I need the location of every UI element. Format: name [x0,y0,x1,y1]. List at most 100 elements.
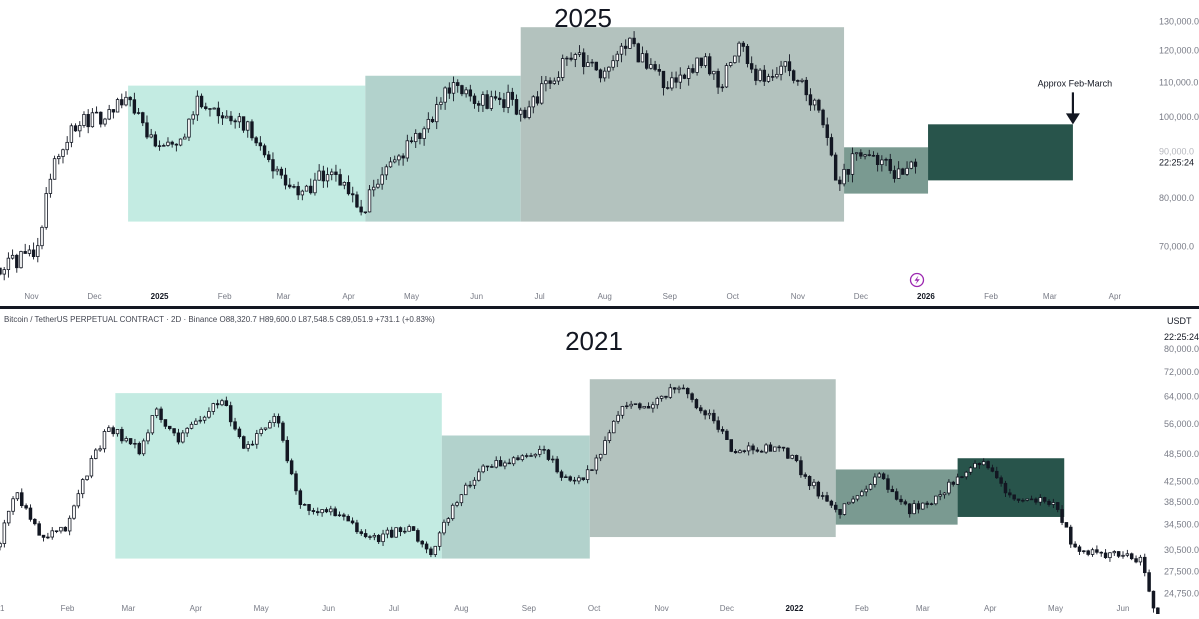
candle-body-down [338,174,342,186]
candle-242 [1047,499,1051,507]
candle-body-down [777,446,781,449]
candle-51 [215,399,220,409]
candle-body-up [1021,499,1025,502]
candle-body-down [685,387,690,395]
candle-127 [546,448,551,462]
candle-body-up [46,536,50,539]
candle-body-down [846,168,850,175]
candle-148 [638,402,642,411]
x-tick-label: Jun [322,604,335,613]
candle-202 [842,163,846,187]
candle-59 [241,116,246,133]
candle-113 [485,465,490,472]
candle-body-down [468,484,472,487]
candle-14 [54,530,59,534]
candle-212 [884,157,888,167]
candle-body-down [794,454,799,462]
candle-10 [36,237,40,263]
candle-52 [220,398,224,407]
candle-body-up [1082,550,1086,553]
candle-169 [703,53,708,68]
candle-body-down [346,515,350,522]
candle-27 [107,104,111,121]
lightning-icon[interactable] [909,272,925,288]
candle-89 [381,529,385,546]
candle-76 [313,172,317,196]
candle-48 [202,415,207,424]
candle-body-down [493,96,498,99]
candle-body-up [61,149,65,157]
candle-body-up [552,80,557,84]
candle-body-up [642,406,646,409]
candle-131 [564,474,568,478]
candle-body-up [225,115,229,119]
candle-73 [311,507,316,515]
candle-body-down [262,145,267,156]
candle-body-down [468,89,473,97]
bottom-chart-title: 2021 [565,326,623,356]
candle-body-up [842,168,846,185]
candle-235 [1016,498,1021,503]
y-tick-label: 42,500.0 [1164,476,1199,486]
candle-31 [128,438,133,445]
candle-body-up [150,415,155,434]
candle-73 [300,189,305,201]
candle-193 [833,501,838,513]
candle-body-down [741,42,745,47]
candle-body-down [754,68,758,81]
candle-body-up [194,420,198,425]
candle-89 [367,185,372,213]
candle-198 [825,117,829,146]
candle-body-up [611,60,615,68]
y-tick-label: 38,500.0 [1164,497,1199,507]
candle-27 [111,425,115,437]
candle-42 [170,140,174,148]
x-tick-label: Mar [916,604,930,613]
candle-body-up [728,62,733,66]
candle-body-up [598,453,603,459]
candle-body-up [211,403,216,412]
candle-body-up [973,463,977,469]
x-tick-label: Feb [984,292,998,301]
candle-body-up [459,494,464,504]
candle-body-down [572,479,577,482]
candle-body-down [368,536,372,538]
candle-body-up [564,476,568,478]
candle-body-up [52,158,57,180]
candle-body-down [132,99,137,114]
candle-79 [325,167,330,188]
candle-180 [777,445,781,452]
candle-43 [181,430,185,444]
candle-98 [405,134,410,162]
candle-174 [724,63,729,89]
candle-171 [712,70,716,80]
candle-55 [233,417,237,431]
candle-body-down [1134,558,1138,563]
candle-body-up [585,469,590,480]
candle-body-up [463,484,468,496]
candle-210 [907,503,912,518]
candle-body-down [376,535,381,543]
candle-body-down [664,395,668,398]
candle-63 [258,136,263,151]
candle-105 [450,503,455,521]
candle-132 [568,475,572,482]
candle-121 [502,92,506,113]
candle-190 [791,69,796,84]
candle-56 [229,111,233,125]
candle-body-up [855,495,860,500]
x-tick-label: May [1048,604,1063,613]
candle-169 [729,439,734,453]
candle-50 [211,402,216,415]
symbol-info-line[interactable]: Bitcoin / TetherUS PERPETUAL CONTRACT · … [4,315,435,324]
candle-body-up [527,106,531,118]
candle-160 [690,392,694,403]
candle-24 [98,445,102,452]
x-tick-label: Apr [190,604,203,613]
candle-175 [728,61,733,68]
candle-3 [6,252,11,278]
candle-71 [302,503,307,506]
candle-body-up [884,158,888,161]
candle-201 [838,176,842,191]
candle-18 [69,123,74,148]
